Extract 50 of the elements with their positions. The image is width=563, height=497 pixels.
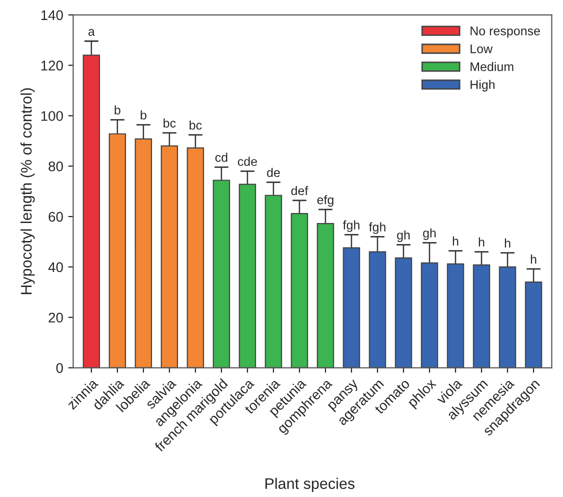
y-tick-label: 120 xyxy=(41,60,63,70)
y-tick-label: 140 xyxy=(41,10,63,20)
bar xyxy=(342,247,360,368)
annotation: gh xyxy=(397,230,410,242)
annotation: h xyxy=(452,236,458,246)
annotation: de xyxy=(267,168,280,178)
annotation: fgh xyxy=(342,220,360,232)
annotation: gh xyxy=(423,228,436,240)
annotation: def xyxy=(291,186,308,196)
annotation: bc xyxy=(190,120,202,130)
bar xyxy=(238,184,256,368)
y-tick-label: 20 xyxy=(48,312,63,323)
y-tick-label: 100 xyxy=(41,111,63,121)
bar xyxy=(134,138,152,368)
legend-label: Low xyxy=(470,44,493,54)
bar xyxy=(420,262,438,368)
bar xyxy=(160,145,178,368)
bar xyxy=(524,282,542,368)
annotation: b xyxy=(140,110,146,120)
legend-label: No response xyxy=(470,26,540,38)
annotation: h xyxy=(504,238,510,248)
annotation: efg xyxy=(317,195,334,207)
bar xyxy=(394,257,412,368)
x-axis-title: Plant species xyxy=(265,478,355,492)
annotation: cd xyxy=(215,152,228,162)
y-tick-label: 0 xyxy=(56,363,63,373)
legend-label: High xyxy=(470,80,495,92)
bar xyxy=(264,194,282,368)
bar xyxy=(212,180,230,368)
annotation: cde xyxy=(238,156,257,166)
bar xyxy=(446,263,464,368)
bar xyxy=(108,133,126,368)
annotation: a xyxy=(88,29,95,36)
legend-label: Medium xyxy=(470,62,514,72)
y-axis-title: Hypocotyl length (% of control) xyxy=(20,88,35,294)
bar xyxy=(498,266,516,368)
y-tick-label: 40 xyxy=(48,262,63,272)
y-tick-label: 80 xyxy=(48,161,63,172)
bar xyxy=(290,212,308,368)
annotation: bc xyxy=(164,118,176,128)
y-tick-label: 60 xyxy=(48,212,63,222)
bar xyxy=(472,264,490,368)
annotation: h xyxy=(478,237,484,246)
annotation: h xyxy=(530,254,536,264)
bar xyxy=(82,54,100,368)
annotation: b xyxy=(114,105,120,115)
bar xyxy=(368,251,386,368)
annotation: fgh xyxy=(368,222,386,234)
bar xyxy=(316,223,334,368)
bar xyxy=(186,147,204,368)
